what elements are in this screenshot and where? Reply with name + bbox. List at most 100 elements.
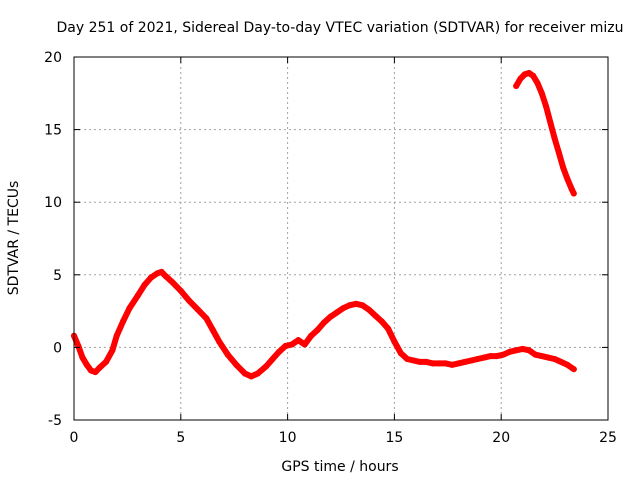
- data-point: [327, 313, 334, 320]
- y-axis-title: SDTVAR / TECUs: [6, 181, 22, 296]
- data-point: [301, 341, 308, 348]
- data-point: [474, 356, 481, 363]
- axes: 0 5 10 15 20 25 -5 0 5 10 15 20: [44, 50, 617, 446]
- data-point: [513, 347, 520, 354]
- y-tick-label: -5: [48, 413, 62, 429]
- data-point: [346, 302, 353, 309]
- data-point: [248, 373, 255, 380]
- data-point: [96, 364, 103, 371]
- chart-title: Day 251 of 2021, Sidereal Day-to-day VTE…: [57, 20, 624, 36]
- data-point: [241, 370, 248, 377]
- data-point: [314, 326, 321, 333]
- data-point: [186, 297, 193, 304]
- y-tick-label: 0: [53, 340, 62, 356]
- data-point: [455, 360, 462, 367]
- data-point: [391, 338, 398, 345]
- data-point: [417, 358, 424, 365]
- y-tick-label: 5: [53, 268, 62, 284]
- data-point: [404, 356, 411, 363]
- x-axis-title: GPS time / hours: [281, 459, 398, 475]
- data-point: [436, 360, 443, 367]
- data-point: [429, 360, 436, 367]
- data-point: [525, 347, 532, 354]
- plot-frame: [73, 56, 609, 421]
- data-point: [551, 356, 558, 363]
- data-point: [560, 164, 567, 171]
- data-point: [135, 292, 142, 299]
- data-point: [378, 318, 385, 325]
- y-tick-label: 10: [44, 195, 62, 211]
- data-point: [233, 361, 240, 368]
- data-point: [555, 149, 562, 156]
- data-point: [162, 273, 169, 280]
- data-point: [177, 287, 184, 294]
- data-point: [538, 353, 545, 360]
- data-point: [461, 358, 468, 365]
- data-point: [295, 337, 302, 344]
- data-point: [564, 361, 571, 368]
- data-point: [468, 357, 475, 364]
- data-point: [500, 351, 507, 358]
- x-tick-label: 25: [599, 430, 617, 446]
- data-point: [158, 268, 165, 275]
- data-point: [545, 354, 552, 361]
- data-point: [288, 341, 295, 348]
- data-point: [538, 90, 545, 97]
- data-point: [487, 353, 494, 360]
- data-point: [147, 274, 154, 281]
- data-point: [449, 361, 456, 368]
- data-point: [570, 366, 577, 373]
- data-point: [513, 83, 520, 90]
- y-tick-label: 15: [44, 123, 62, 139]
- data-point: [254, 370, 261, 377]
- data-point: [103, 358, 110, 365]
- data-point: [276, 348, 283, 355]
- data-point: [75, 342, 82, 349]
- data-point: [564, 175, 571, 182]
- data-point: [282, 342, 289, 349]
- data-point: [543, 103, 550, 110]
- data-point: [558, 358, 565, 365]
- data-point: [352, 300, 359, 307]
- data-point: [141, 281, 148, 288]
- data-point: [481, 354, 488, 361]
- x-tick-label: 10: [279, 430, 297, 446]
- data-point: [372, 312, 379, 319]
- data-point: [551, 135, 558, 142]
- data-point: [517, 75, 524, 82]
- data-point: [570, 190, 577, 197]
- data-series: [71, 69, 577, 380]
- data-point: [423, 358, 430, 365]
- x-tick-label: 15: [385, 430, 403, 446]
- data-point: [209, 326, 216, 333]
- data-point: [534, 80, 541, 87]
- data-point: [113, 332, 120, 339]
- data-point: [340, 305, 347, 312]
- data-point: [308, 332, 315, 339]
- data-point: [493, 353, 500, 360]
- x-tick-label: 5: [176, 430, 185, 446]
- data-point: [126, 305, 133, 312]
- data-point: [92, 369, 99, 376]
- data-point: [263, 363, 270, 370]
- data-point: [532, 351, 539, 358]
- grid: [74, 57, 608, 420]
- data-point: [410, 357, 417, 364]
- data-point: [83, 361, 90, 368]
- x-tick-label: 0: [70, 430, 79, 446]
- data-point: [216, 338, 223, 345]
- data-point: [384, 325, 391, 332]
- data-point: [79, 354, 86, 361]
- x-tick-label: 20: [492, 430, 510, 446]
- data-point: [120, 318, 127, 325]
- data-point: [397, 350, 404, 357]
- data-point: [519, 345, 526, 352]
- data-point: [203, 315, 210, 322]
- series-line-segment-1: [513, 70, 577, 197]
- data-point: [109, 347, 116, 354]
- data-point: [547, 119, 554, 126]
- data-point: [442, 360, 449, 367]
- data-point: [269, 356, 276, 363]
- data-point: [365, 306, 372, 313]
